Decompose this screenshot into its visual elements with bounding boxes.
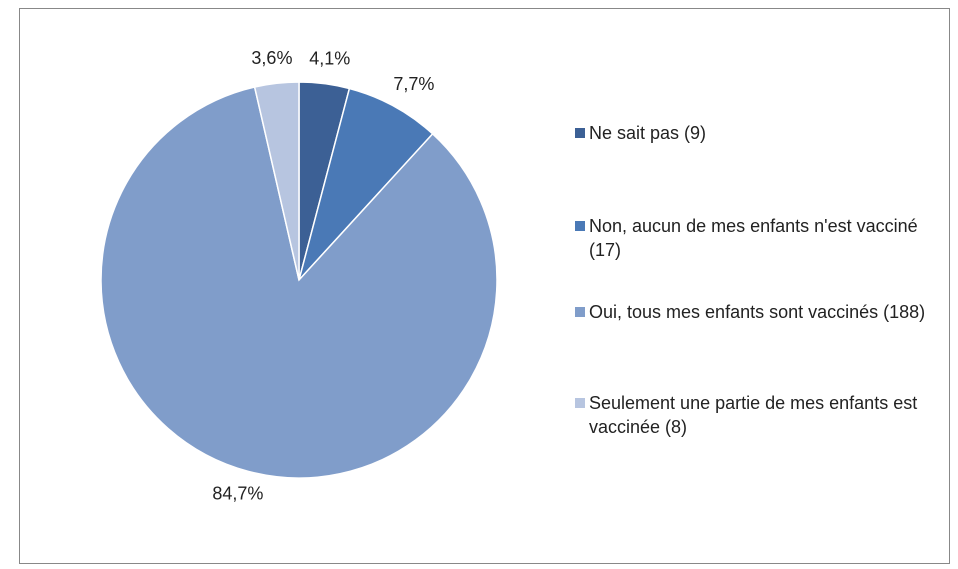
legend-label: Non, aucun de mes enfants n'est vacciné … — [589, 216, 918, 260]
pie-slice — [253, 81, 300, 281]
data-label: 3,6% — [251, 48, 292, 68]
legend-item: Ne sait pas (9) — [575, 121, 945, 145]
data-label: 4,1% — [309, 49, 350, 69]
frame — [19, 8, 950, 564]
legend-item: Non, aucun de mes enfants n'est vacciné … — [575, 214, 945, 262]
legend-swatch — [575, 398, 585, 408]
legend-label: Ne sait pas (9) — [589, 123, 707, 143]
data-label: 84,7% — [212, 483, 263, 503]
legend-item: Seulement une partie de mes enfants est … — [575, 391, 945, 439]
legend-swatch — [575, 307, 585, 317]
data-label: 7,7% — [393, 74, 434, 94]
pie-slice — [100, 86, 498, 479]
legend-label: Oui, tous mes enfants sont vaccinés (188… — [589, 302, 926, 322]
legend-swatch — [575, 128, 585, 138]
legend-swatch — [575, 221, 585, 231]
legend-item: Oui, tous mes enfants sont vaccinés (188… — [575, 300, 945, 324]
pie-slice — [298, 87, 434, 281]
legend-label: Seulement une partie de mes enfants est … — [589, 393, 918, 437]
